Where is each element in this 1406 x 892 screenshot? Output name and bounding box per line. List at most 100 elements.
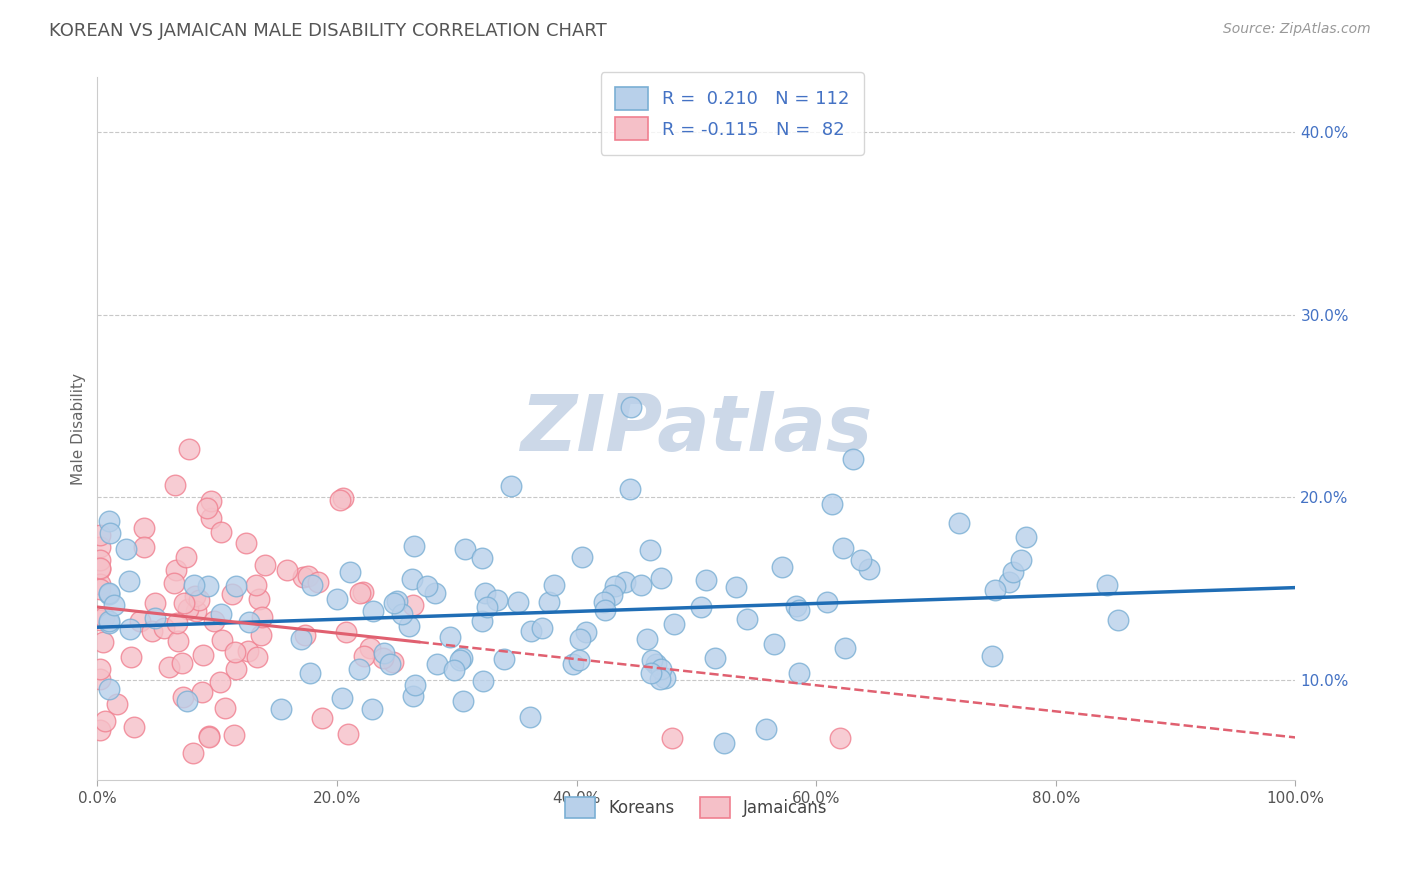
Point bbox=[654, 671, 676, 685]
Point bbox=[98, 514, 121, 528]
Point bbox=[98, 586, 121, 600]
Point bbox=[474, 586, 496, 600]
Point bbox=[236, 644, 259, 658]
Point bbox=[520, 624, 543, 638]
Point bbox=[209, 525, 232, 540]
Point bbox=[600, 588, 623, 602]
Point bbox=[195, 501, 218, 516]
Point bbox=[134, 521, 156, 535]
Point bbox=[200, 510, 222, 524]
Point bbox=[89, 723, 111, 737]
Text: ZIPatlas: ZIPatlas bbox=[520, 391, 873, 467]
Point bbox=[402, 539, 425, 553]
Point bbox=[620, 400, 643, 414]
Point bbox=[326, 591, 349, 606]
Point bbox=[387, 594, 409, 608]
Point bbox=[785, 599, 807, 613]
Point bbox=[89, 540, 111, 554]
Y-axis label: Male Disability: Male Disability bbox=[72, 373, 86, 485]
Point bbox=[115, 542, 138, 557]
Point bbox=[641, 653, 664, 667]
Point bbox=[98, 614, 121, 628]
Point bbox=[166, 615, 188, 630]
Point bbox=[650, 662, 672, 676]
Point bbox=[475, 600, 498, 615]
Point bbox=[543, 578, 565, 592]
Point bbox=[378, 657, 401, 672]
Point bbox=[198, 729, 221, 743]
Point bbox=[211, 633, 233, 648]
Point bbox=[122, 720, 145, 734]
Point bbox=[820, 497, 842, 511]
Point bbox=[118, 574, 141, 589]
Point bbox=[191, 685, 214, 699]
Point bbox=[561, 657, 583, 672]
Point bbox=[530, 621, 553, 635]
Point bbox=[291, 570, 314, 584]
Point bbox=[471, 550, 494, 565]
Text: KOREAN VS JAMAICAN MALE DISABILITY CORRELATION CHART: KOREAN VS JAMAICAN MALE DISABILITY CORRE… bbox=[49, 22, 607, 40]
Point bbox=[755, 722, 778, 736]
Point bbox=[619, 482, 641, 496]
Point bbox=[247, 591, 270, 606]
Point bbox=[143, 611, 166, 625]
Point bbox=[787, 603, 810, 617]
Point bbox=[704, 651, 727, 665]
Point bbox=[167, 633, 190, 648]
Point bbox=[772, 560, 794, 574]
Point bbox=[225, 579, 247, 593]
Point bbox=[494, 652, 516, 666]
Point bbox=[1107, 613, 1129, 627]
Point bbox=[519, 710, 541, 724]
Point bbox=[200, 494, 222, 508]
Point bbox=[245, 578, 267, 592]
Point bbox=[690, 600, 713, 615]
Point bbox=[250, 628, 273, 642]
Point bbox=[650, 571, 672, 585]
Point bbox=[330, 690, 353, 705]
Point bbox=[294, 628, 316, 642]
Point bbox=[713, 736, 735, 750]
Point bbox=[173, 597, 195, 611]
Point bbox=[157, 660, 180, 674]
Point bbox=[501, 478, 523, 492]
Point bbox=[311, 711, 333, 725]
Point bbox=[170, 656, 193, 670]
Point bbox=[89, 560, 111, 574]
Point bbox=[238, 615, 260, 630]
Point bbox=[834, 641, 856, 656]
Point bbox=[349, 586, 371, 600]
Point bbox=[290, 632, 312, 646]
Point bbox=[830, 731, 852, 746]
Point bbox=[174, 549, 197, 564]
Point bbox=[250, 609, 273, 624]
Point bbox=[224, 644, 246, 658]
Point bbox=[191, 648, 214, 662]
Point bbox=[998, 575, 1021, 590]
Point bbox=[1010, 553, 1032, 567]
Point bbox=[98, 615, 121, 630]
Point bbox=[89, 672, 111, 686]
Point bbox=[184, 590, 207, 604]
Point bbox=[172, 690, 194, 704]
Point bbox=[661, 731, 683, 746]
Point bbox=[415, 579, 437, 593]
Point bbox=[404, 678, 426, 692]
Point bbox=[662, 617, 685, 632]
Point bbox=[537, 595, 560, 609]
Point bbox=[630, 578, 652, 592]
Point bbox=[353, 648, 375, 663]
Text: Source: ZipAtlas.com: Source: ZipAtlas.com bbox=[1223, 22, 1371, 37]
Point bbox=[209, 607, 232, 621]
Point bbox=[568, 653, 591, 667]
Point bbox=[105, 698, 128, 712]
Point bbox=[202, 614, 225, 628]
Point bbox=[132, 540, 155, 554]
Point bbox=[451, 650, 474, 665]
Point bbox=[636, 632, 658, 647]
Point bbox=[198, 731, 221, 745]
Point bbox=[118, 622, 141, 636]
Point bbox=[842, 451, 865, 466]
Point bbox=[197, 579, 219, 593]
Point bbox=[91, 635, 114, 649]
